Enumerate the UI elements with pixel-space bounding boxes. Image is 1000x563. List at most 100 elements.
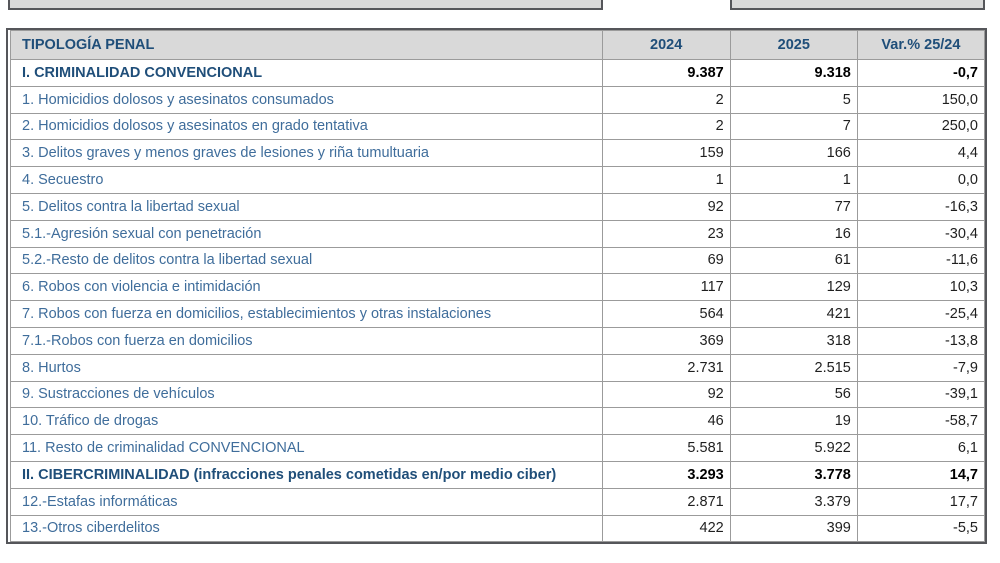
cell-2025: 5 xyxy=(729,85,858,114)
row-label: 5.1.-Agresión sexual con penetración xyxy=(10,219,603,248)
cell-variation: 4,4 xyxy=(856,139,986,168)
cell-variation: -30,4 xyxy=(856,219,986,248)
row-label: 10. Tráfico de drogas xyxy=(10,407,603,436)
cell-variation: -25,4 xyxy=(856,300,986,328)
row-label: II. CIBERCRIMINALIDAD (infracciones pena… xyxy=(10,460,603,489)
table-row: 7. Robos con fuerza en domicilios, estab… xyxy=(10,300,986,328)
table-row: 12.-Estafas informáticas 2.871 3.379 17,… xyxy=(10,487,986,516)
crime-statistics-table: TIPOLOGÍA PENAL 2024 2025 Var.% 25/24 I.… xyxy=(6,28,987,545)
cell-variation: 6,1 xyxy=(856,434,986,462)
table-row: II. CIBERCRIMINALIDAD (infracciones pena… xyxy=(10,460,986,489)
cell-variation: -7,9 xyxy=(856,353,986,382)
cell-variation: -5,5 xyxy=(856,514,986,543)
cell-2024: 159 xyxy=(601,139,731,168)
table-row: 5.1.-Agresión sexual con penetración 23 … xyxy=(10,219,986,248)
table-row: 1. Homicidios dolosos y asesinatos consu… xyxy=(10,85,986,114)
row-label: 7. Robos con fuerza en domicilios, estab… xyxy=(10,300,603,328)
cell-variation: -16,3 xyxy=(856,192,986,221)
cell-2025: 56 xyxy=(729,380,858,409)
row-label: 1. Homicidios dolosos y asesinatos consu… xyxy=(10,85,603,114)
table-row: 3. Delitos graves y menos graves de lesi… xyxy=(10,139,986,168)
cell-2024: 422 xyxy=(601,514,731,543)
row-label: I. CRIMINALIDAD CONVENCIONAL xyxy=(10,59,603,87)
cell-2024: 369 xyxy=(601,326,731,355)
row-label: 11. Resto de criminalidad CONVENCIONAL xyxy=(10,434,603,462)
table-row: 10. Tráfico de drogas 46 19 -58,7 xyxy=(10,407,986,436)
cell-2024: 92 xyxy=(601,380,731,409)
cell-2024: 9.387 xyxy=(601,59,731,87)
cell-2024: 1 xyxy=(601,166,731,194)
top-cutoff-box-left xyxy=(8,0,603,10)
table-row: 4. Secuestro 1 1 0,0 xyxy=(10,166,986,194)
table-header-row: TIPOLOGÍA PENAL 2024 2025 Var.% 25/24 xyxy=(10,30,986,60)
cell-variation: 17,7 xyxy=(856,487,986,516)
cell-variation: -0,7 xyxy=(856,59,986,87)
cell-2024: 92 xyxy=(601,192,731,221)
cell-2024: 23 xyxy=(601,219,731,248)
cell-2025: 77 xyxy=(729,192,858,221)
table-row: 2. Homicidios dolosos y asesinatos en gr… xyxy=(10,112,986,141)
cell-variation: -39,1 xyxy=(856,380,986,409)
row-label: 9. Sustracciones de vehículos xyxy=(10,380,603,409)
table-row: 13.-Otros ciberdelitos 422 399 -5,5 xyxy=(10,514,986,543)
cell-2025: 9.318 xyxy=(729,59,858,87)
table-row: 6. Robos con violencia e intimidación 11… xyxy=(10,273,986,302)
table-row: I. CRIMINALIDAD CONVENCIONAL 9.387 9.318… xyxy=(10,59,986,87)
cell-2024: 69 xyxy=(601,246,731,275)
table-row: 8. Hurtos 2.731 2.515 -7,9 xyxy=(10,353,986,382)
column-header-2025: 2025 xyxy=(729,30,858,60)
cell-2024: 46 xyxy=(601,407,731,436)
table-row: 5.2.-Resto de delitos contra la libertad… xyxy=(10,246,986,275)
cell-2025: 16 xyxy=(729,219,858,248)
cell-2025: 3.379 xyxy=(729,487,858,516)
cell-2025: 399 xyxy=(729,514,858,543)
cell-variation: -11,6 xyxy=(856,246,986,275)
cell-variation: -58,7 xyxy=(856,407,986,436)
table-row: 11. Resto de criminalidad CONVENCIONAL 5… xyxy=(10,434,986,462)
cell-2025: 129 xyxy=(729,273,858,302)
tipologia-penal-table: TIPOLOGÍA PENAL 2024 2025 Var.% 25/24 I.… xyxy=(10,30,986,543)
cell-2025: 1 xyxy=(729,166,858,194)
cell-2024: 2 xyxy=(601,85,731,114)
cell-2024: 564 xyxy=(601,300,731,328)
column-header-tipologia-penal: TIPOLOGÍA PENAL xyxy=(10,30,603,60)
row-label: 12.-Estafas informáticas xyxy=(10,487,603,516)
row-label: 8. Hurtos xyxy=(10,353,603,382)
cell-variation: 250,0 xyxy=(856,112,986,141)
table-body: I. CRIMINALIDAD CONVENCIONAL 9.387 9.318… xyxy=(10,59,986,543)
cell-variation: 14,7 xyxy=(856,460,986,489)
row-label: 7.1.-Robos con fuerza en domicilios xyxy=(10,326,603,355)
table-row: 9. Sustracciones de vehículos 92 56 -39,… xyxy=(10,380,986,409)
cell-2024: 2.731 xyxy=(601,353,731,382)
cell-2024: 5.581 xyxy=(601,434,731,462)
row-label: 13.-Otros ciberdelitos xyxy=(10,514,603,543)
table-row: 5. Delitos contra la libertad sexual 92 … xyxy=(10,192,986,221)
row-label: 4. Secuestro xyxy=(10,166,603,194)
column-header-2024: 2024 xyxy=(601,30,731,60)
cell-2025: 5.922 xyxy=(729,434,858,462)
cell-2025: 2.515 xyxy=(729,353,858,382)
row-label: 2. Homicidios dolosos y asesinatos en gr… xyxy=(10,112,603,141)
cell-variation: 10,3 xyxy=(856,273,986,302)
cell-2025: 7 xyxy=(729,112,858,141)
cell-2024: 117 xyxy=(601,273,731,302)
cell-2025: 166 xyxy=(729,139,858,168)
row-label: 5. Delitos contra la libertad sexual xyxy=(10,192,603,221)
row-label: 6. Robos con violencia e intimidación xyxy=(10,273,603,302)
cell-2025: 61 xyxy=(729,246,858,275)
row-label: 5.2.-Resto de delitos contra la libertad… xyxy=(10,246,603,275)
cell-variation: 150,0 xyxy=(856,85,986,114)
row-label: 3. Delitos graves y menos graves de lesi… xyxy=(10,139,603,168)
cell-variation: -13,8 xyxy=(856,326,986,355)
table-row: 7.1.-Robos con fuerza en domicilios 369 … xyxy=(10,326,986,355)
cell-2025: 421 xyxy=(729,300,858,328)
cell-2025: 318 xyxy=(729,326,858,355)
cell-2025: 19 xyxy=(729,407,858,436)
cell-2025: 3.778 xyxy=(729,460,858,489)
cell-2024: 2 xyxy=(601,112,731,141)
top-cutoff-box-right xyxy=(730,0,985,10)
cell-2024: 2.871 xyxy=(601,487,731,516)
column-header-variation: Var.% 25/24 xyxy=(856,30,986,60)
cell-2024: 3.293 xyxy=(601,460,731,489)
